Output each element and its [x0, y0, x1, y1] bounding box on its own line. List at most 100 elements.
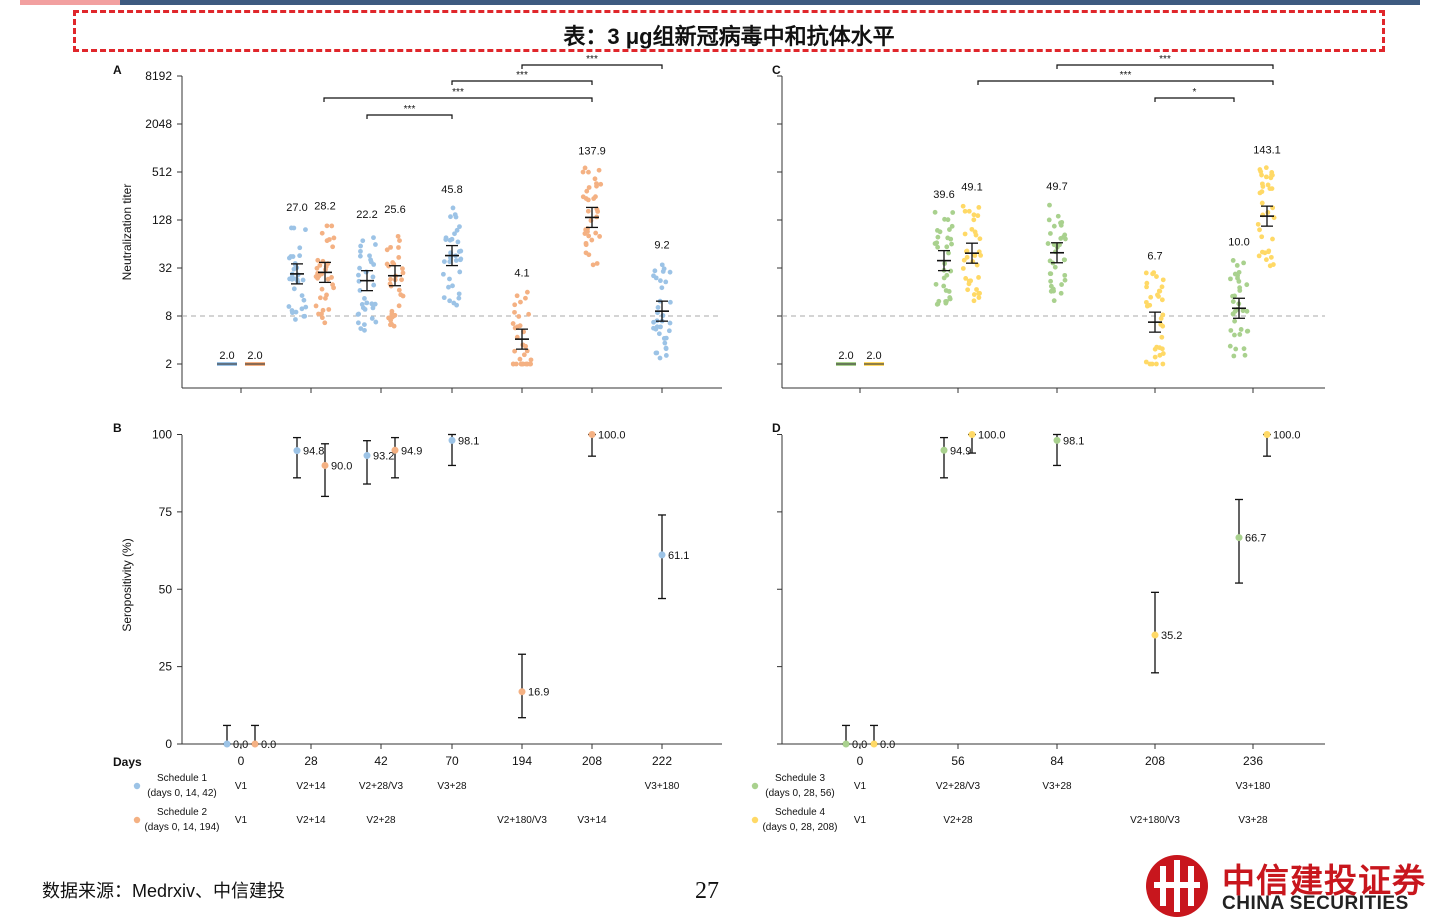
- panel-c-titer-dot: [1157, 345, 1162, 351]
- panel-a-titer-dot: [386, 263, 391, 269]
- panel-c-titer-dot: [974, 287, 979, 292]
- panel-a-y-tick-label: 2048: [145, 117, 172, 131]
- panel-a-titer-dot: [663, 353, 669, 358]
- panel-c-titer-dot: [1058, 222, 1064, 228]
- legend-left-days-label: Days: [113, 755, 142, 769]
- panel-a-titer-dot: [453, 214, 459, 220]
- panel-a-titer-dot: [592, 176, 598, 182]
- panel-c-titer-dot: [1059, 282, 1064, 287]
- panel-b-y-tick-label: 50: [159, 582, 173, 596]
- panel-c-titer-dot: [935, 244, 941, 250]
- legend-left-visit-label: V3+14: [577, 815, 607, 826]
- panel-a-titer-dot: [331, 285, 336, 291]
- panel-c-titer-dot: [1148, 294, 1154, 300]
- panel-a-titer-dot: [667, 299, 673, 305]
- legend-left-day-label: 70: [445, 754, 459, 768]
- panel-c-titer-dot: [945, 235, 951, 241]
- panel-a-titer-dot: [360, 305, 366, 311]
- panel-a-titer-dot: [456, 295, 462, 301]
- panel-b-value-label: 94.9: [401, 445, 422, 457]
- panel-c-titer-dot: [966, 208, 972, 214]
- panel-c-titer-dot: [1233, 346, 1239, 352]
- panel-a-significance-bracket: [323, 97, 593, 102]
- panel-a-titer-dot: [510, 321, 516, 326]
- legend-right-schedule-marker: [751, 816, 759, 824]
- panel-a-titer-dot: [314, 265, 320, 271]
- brand-logo: 中信建投证券 CHINA SECURITIES: [1140, 852, 1440, 919]
- legend-left-visit-label: V3+28: [437, 781, 467, 792]
- legend-left-day-label: 194: [512, 754, 532, 768]
- panel-c-titer-dot: [1062, 272, 1068, 278]
- panel-a-titer-dot: [453, 258, 459, 263]
- panel-a-titer-dot: [329, 223, 335, 229]
- panel-b-seropositivity-point: [658, 551, 666, 559]
- legend-left-visit-label: V2+14: [296, 781, 326, 792]
- panel-b-value-label: 16.9: [528, 687, 549, 699]
- panel-letter-d: D: [772, 421, 781, 435]
- panel-a-titer-dot: [357, 253, 363, 259]
- panel-b-seropositivity-point: [223, 740, 231, 748]
- panel-c-titer-dot: [1160, 312, 1166, 318]
- panel-a-titer-dot: [585, 208, 591, 214]
- panel-a-titer-dot: [667, 320, 673, 326]
- panel-c-titer-dot: [1265, 209, 1271, 215]
- panel-a-titer-dot: [595, 209, 601, 214]
- panel-c-titer-dot: [962, 208, 968, 214]
- panel-c-titer-dot: [947, 295, 953, 300]
- panel-c-significance-bracket: [1056, 64, 1274, 69]
- panel-a-titer-dot: [399, 277, 404, 283]
- panel-c-titer-dot: [949, 223, 955, 229]
- panel-c-titer-dot: [1269, 169, 1275, 175]
- panel-a-titer-dot: [447, 259, 453, 265]
- panel-a-titer-dot: [291, 286, 297, 292]
- panel-b-value-label: 0.0: [233, 739, 248, 751]
- legend-right-schedule-marker: [751, 782, 759, 790]
- panel-c-titer-dot: [1235, 273, 1240, 279]
- panel-a-titer-dot: [315, 257, 321, 263]
- legend-right-day-label: 208: [1145, 754, 1165, 768]
- legend-left-schedule-detail: (days 0, 14, 42): [147, 788, 216, 799]
- panel-b-value-label: 0.0: [261, 739, 276, 751]
- panel-a-titer-dot: [519, 361, 525, 367]
- panel-a-titer-dot: [319, 230, 325, 236]
- top-header-bar: [120, 0, 1420, 5]
- panel-c-titer-dot: [964, 254, 970, 260]
- panel-a-y-tick-label: 32: [159, 261, 173, 275]
- panel-b-y-tick-label: 0: [165, 737, 172, 751]
- panel-c-titer-dot: [1255, 221, 1261, 227]
- panel-a-gmt-label: 4.1: [514, 267, 529, 279]
- panel-d-seropositivity-point: [842, 740, 850, 748]
- panel-c-titer-dot: [1259, 172, 1264, 178]
- panel-a-titer-dot: [358, 248, 363, 254]
- page-title: 表：3 μg组新冠病毒中和抗体水平: [563, 24, 895, 49]
- panel-a-titer-dot: [290, 254, 296, 259]
- panel-a-titer-dot: [526, 311, 532, 317]
- panel-c-titer-dot: [1051, 298, 1057, 304]
- panel-c-titer-dot: [1227, 343, 1233, 349]
- y-axis-label-titer: Neutralization titer: [120, 184, 134, 281]
- panel-a-significance-bracket: [521, 64, 663, 69]
- panel-c-titer-dot: [1262, 250, 1268, 256]
- legend-right-day-label: 236: [1243, 754, 1263, 768]
- panel-c-titer-dot: [936, 298, 942, 304]
- panel-c-titer-dot: [977, 236, 983, 242]
- panel-a-titer-dot: [457, 269, 463, 275]
- panel-c-titer-dot: [1228, 328, 1234, 333]
- panel-d-value-label: 94.9: [950, 445, 971, 457]
- panel-c-titer-dot: [933, 281, 939, 287]
- panel-a-titer-dot: [667, 269, 673, 275]
- panel-a-titer-dot: [300, 277, 306, 283]
- panel-c-gmt-label: 49.7: [1046, 181, 1067, 193]
- panel-b-y-tick-label: 100: [152, 428, 172, 442]
- panel-b-seropositivity-point: [251, 740, 259, 748]
- legend-left-visit-label: V2+28: [366, 815, 396, 826]
- panel-c-titer-dot: [1244, 282, 1250, 288]
- panel-c-titer-dot: [950, 210, 956, 215]
- panel-c-titer-dot: [1055, 213, 1061, 219]
- panel-a-gmt-label: 22.2: [356, 209, 377, 221]
- panel-c-titer-dot: [1048, 278, 1054, 284]
- panel-a-titer-dot: [358, 243, 364, 249]
- panel-a-titer-dot: [396, 255, 402, 260]
- panel-a-titer-dot: [372, 301, 378, 307]
